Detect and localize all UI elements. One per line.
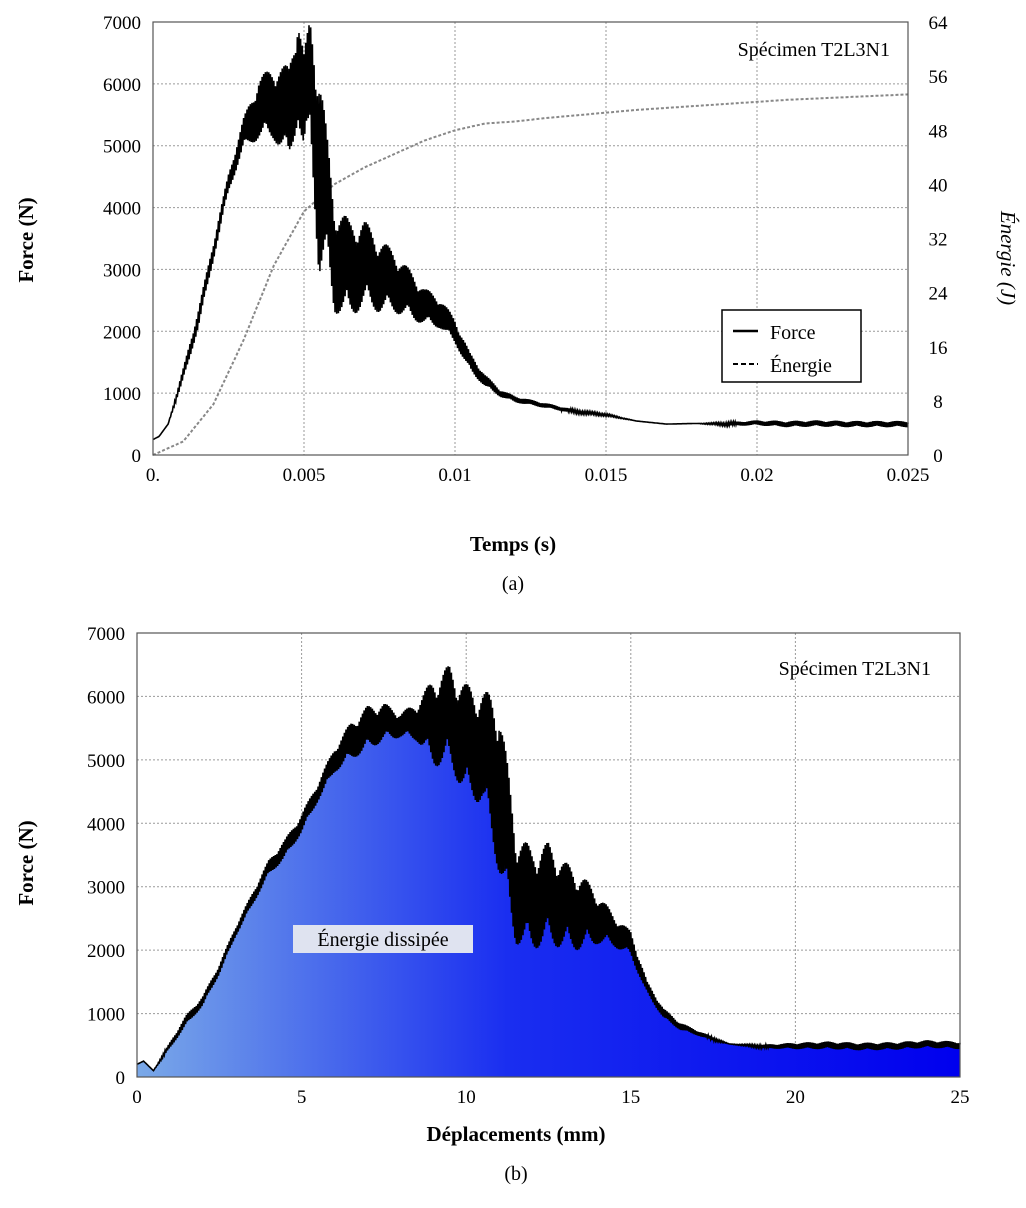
y-tick-label: 0 <box>132 446 142 467</box>
x-tick-label: 0. <box>146 465 160 486</box>
series-force-line <box>152 25 909 441</box>
caption-b: (b) <box>504 1163 527 1185</box>
x-tick-label: 0.01 <box>438 465 471 486</box>
chart-b: 0 5 10 15 20 25 0 1000 2000 3000 4000 5000 6000 7000 S… <box>14 624 970 1185</box>
x-tick-label: 0.025 <box>887 465 930 486</box>
legend-label-energie: Énergie <box>770 354 832 377</box>
y-tick-label: 7000 <box>87 624 125 645</box>
x-tick-label: 0 <box>132 1087 142 1108</box>
y-tick-label: 5000 <box>103 137 141 158</box>
y-right-axis-label: Énergie (J) <box>996 210 1020 305</box>
y-tick-label: 0 <box>116 1068 126 1089</box>
y-tick-label: 7000 <box>103 13 141 34</box>
y-right-tick-label: 8 <box>933 392 943 413</box>
y-tick-label: 2000 <box>103 322 141 343</box>
y-tick-label: 2000 <box>87 941 125 962</box>
chart-a: 0. 0.005 0.01 0.015 0.02 0.025010002000300040… <box>14 13 1020 595</box>
y-tick-label: 1000 <box>87 1005 125 1026</box>
y-tick-label: 3000 <box>103 260 141 281</box>
y-right-tick-label: 40 <box>929 175 948 196</box>
legend-label-force: Force <box>770 322 816 344</box>
x-tick-label: 10 <box>457 1087 476 1108</box>
series-force-line <box>136 666 961 1072</box>
specimen-annotation: Spécimen T2L3N1 <box>738 39 890 61</box>
y-right-tick-label: 16 <box>929 338 948 359</box>
legend-box <box>721 309 862 383</box>
y-right-tick-label: 56 <box>929 67 948 88</box>
area-label-background <box>293 925 473 953</box>
y-tick-label: 3000 <box>87 878 125 899</box>
y-right-tick-label: 24 <box>929 284 949 305</box>
y-tick-label: 5000 <box>87 751 125 772</box>
y-right-tick-label: 64 <box>929 13 949 34</box>
caption-a: (a) <box>502 573 524 595</box>
y-right-tick-label: 32 <box>929 230 948 251</box>
x-tick-label: 25 <box>951 1087 970 1108</box>
x-axis-label: Temps (s) <box>470 532 556 556</box>
y-right-tick-label: 0 <box>933 446 943 467</box>
area-label-group: Énergie dissipée <box>293 925 473 953</box>
x-tick-label: 0.015 <box>585 465 628 486</box>
x-tick-label: 0.02 <box>740 465 773 486</box>
x-axis-label: Déplacements (mm) <box>426 1122 605 1146</box>
y-tick-label: 4000 <box>87 814 125 835</box>
legend: Force Énergie <box>721 309 862 383</box>
x-tick-label: 0.005 <box>283 465 326 486</box>
area-label: Énergie dissipée <box>317 928 448 951</box>
plot-frame <box>136 632 961 1078</box>
plot-frame <box>152 21 909 456</box>
y-tick-label: 4000 <box>103 199 141 220</box>
y-tick-label: 6000 <box>87 687 125 708</box>
x-tick-label: 5 <box>297 1087 307 1108</box>
y-axis-label: Force (N) <box>14 197 38 282</box>
specimen-annotation: Spécimen T2L3N1 <box>779 658 931 680</box>
y-tick-label: 1000 <box>103 384 141 405</box>
y-right-tick-label: 48 <box>929 121 948 142</box>
x-tick-label: 15 <box>621 1087 640 1108</box>
series-energie-line <box>152 93 909 456</box>
x-tick-label: 20 <box>786 1087 805 1108</box>
y-axis-label: Force (N) <box>14 820 38 905</box>
y-tick-label: 6000 <box>103 75 141 96</box>
